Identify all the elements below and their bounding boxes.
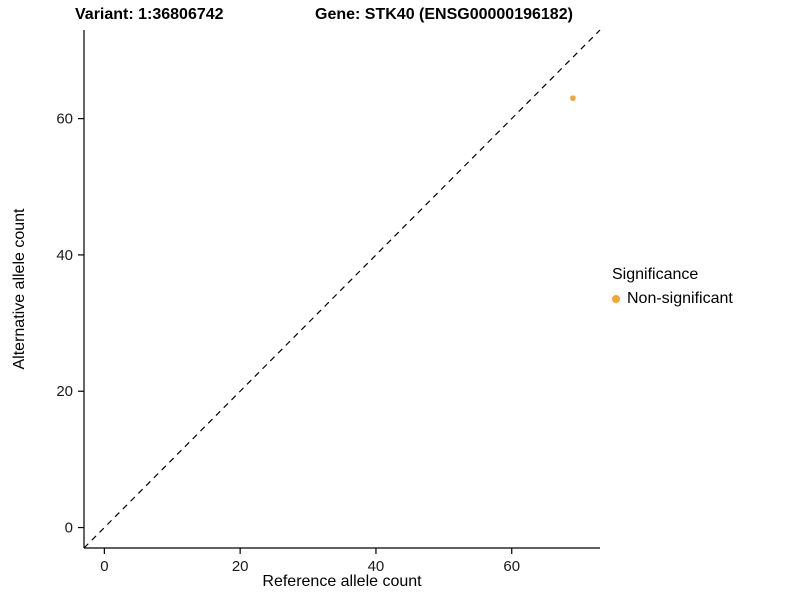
data-point — [570, 95, 576, 101]
x-tick-label: 60 — [503, 558, 520, 575]
x-axis-label: Reference allele count — [262, 573, 422, 590]
plot-title-variant: Variant: 1:36806742 — [75, 6, 224, 23]
legend: Significance Non-significant — [612, 266, 733, 308]
legend-title: Significance — [612, 266, 699, 283]
y-axis-label: Alternative allele count — [11, 208, 28, 370]
x-tick-label: 40 — [368, 558, 385, 575]
plot-title-gene: Gene: STK40 (ENSG00000196182) — [315, 6, 573, 23]
identity-line — [83, 29, 601, 549]
legend-point-icon — [612, 295, 620, 303]
legend-entry: Non-significant — [612, 290, 733, 308]
y-tick-label: 60 — [56, 111, 73, 128]
y-tick-label: 0 — [65, 520, 73, 537]
y-tick-label: 20 — [56, 383, 73, 400]
x-tick-label: 20 — [232, 558, 249, 575]
y-tick-label: 40 — [56, 247, 73, 264]
x-tick-label: 0 — [100, 558, 108, 575]
legend-entry-label: Non-significant — [627, 290, 733, 307]
plot-title-row: Variant: 1:36806742 Gene: STK40 (ENSG000… — [0, 6, 800, 30]
